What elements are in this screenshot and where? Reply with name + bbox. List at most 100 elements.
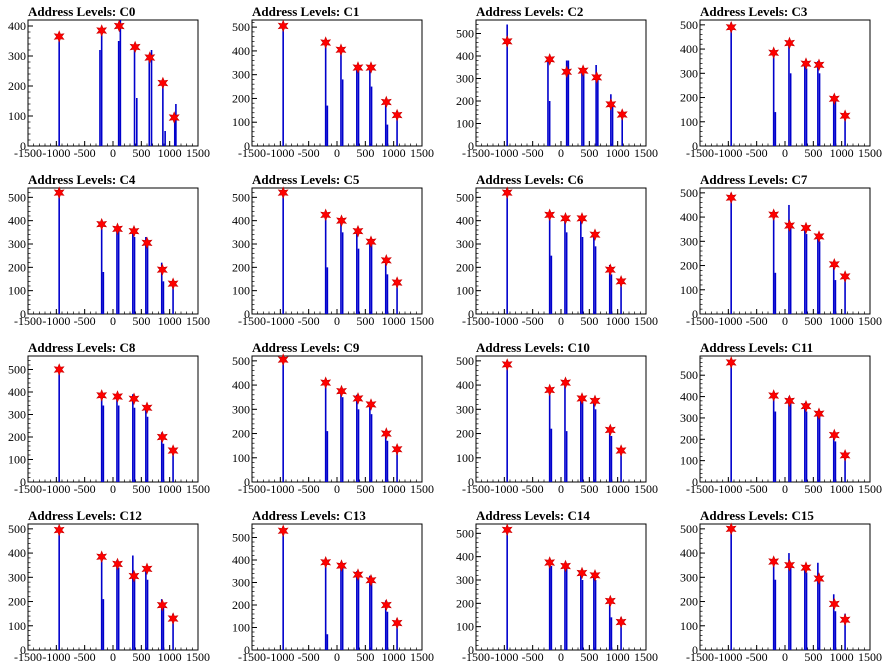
- y-tick-label: 400: [232, 214, 250, 228]
- peak-marker: [784, 558, 796, 572]
- peak-marker: [141, 401, 153, 415]
- y-tick-label: 200: [456, 260, 474, 274]
- x-tick-label: -1500: [14, 482, 42, 496]
- peak-marker: [141, 236, 153, 250]
- x-tick-label: 0: [334, 146, 340, 160]
- peak-marker: [576, 211, 588, 225]
- x-tick-label: 1000: [606, 146, 630, 160]
- peak-marker: [144, 51, 156, 64]
- peak-marker: [156, 430, 168, 444]
- peak-marker: [544, 208, 556, 222]
- peak-marker: [167, 277, 179, 291]
- peak-marker: [813, 572, 825, 585]
- x-tick-label: 1500: [858, 146, 882, 160]
- peak-marker: [352, 224, 364, 238]
- peak-marker: [156, 598, 168, 612]
- chart-title: Address Levels: C8: [28, 340, 136, 355]
- peak-marker: [784, 36, 796, 50]
- x-tick-label: 1000: [830, 650, 854, 664]
- x-tick-label: -1500: [238, 314, 266, 328]
- peak-marker: [320, 376, 332, 390]
- peak-marker: [167, 444, 179, 457]
- y-tick-label: 100: [8, 109, 26, 123]
- chart-panel-c10: Address Levels: C10 0 100 200 300 400 500 -1500…: [448, 336, 672, 504]
- peak-marker: [53, 363, 65, 376]
- peak-marker: [157, 76, 169, 90]
- peak-marker: [53, 186, 65, 200]
- chart-svg: Address Levels: C40100200300400500-1500-…: [8, 172, 210, 328]
- x-tick-label: -1500: [462, 650, 490, 664]
- chart-svg: Address Levels: C30100200300400500-1500-…: [680, 4, 882, 160]
- x-tick-label: -1000: [714, 146, 742, 160]
- chart-title: Address Levels: C6: [476, 172, 584, 187]
- y-tick-label: 100: [680, 115, 698, 129]
- peak-marker: [839, 613, 851, 626]
- peak-marker: [391, 616, 403, 630]
- peak-marker: [813, 58, 825, 72]
- chart-svg: Address Levels: C14 0 100 200 300 400 500 -1500…: [456, 508, 658, 664]
- peak-marker: [828, 428, 840, 442]
- x-tick-label: -1000: [266, 482, 294, 496]
- chart-svg: Address Levels: C80100200300400500-1500-…: [8, 340, 210, 496]
- y-tick-label: 200: [8, 430, 26, 444]
- y-tick-label: 500: [456, 27, 474, 41]
- chart-title: Address Levels: C10: [476, 340, 590, 355]
- chart-title: Address Levels: C0: [28, 4, 135, 19]
- peak-marker: [591, 71, 603, 84]
- x-tick-label: -500: [74, 650, 96, 664]
- y-tick-label: 300: [456, 72, 474, 86]
- y-tick-label: 200: [456, 596, 474, 610]
- peak-marker: [112, 557, 124, 571]
- x-tick-label: 1500: [858, 482, 882, 496]
- peak-marker: [391, 276, 403, 289]
- x-tick-label: 1000: [382, 482, 406, 496]
- chart-svg: Address Levels: C60100200300400500-1500-…: [456, 172, 658, 328]
- y-tick-label: 300: [8, 408, 26, 422]
- y-tick-label: 0: [244, 139, 250, 153]
- x-tick-label: -1000: [266, 314, 294, 328]
- y-tick-label: 200: [232, 427, 250, 441]
- peak-marker: [828, 257, 840, 271]
- x-tick-label: -1500: [462, 314, 490, 328]
- x-tick-label: 1500: [634, 650, 658, 664]
- y-tick-label: 500: [232, 354, 250, 368]
- peak-marker: [96, 217, 108, 231]
- chart-panel-c7: Address Levels: C7 0 100 200 300 400 500 -1500-…: [672, 168, 896, 336]
- x-tick-label: -500: [74, 314, 96, 328]
- peak-marker: [813, 230, 825, 243]
- peak-marker: [380, 95, 392, 109]
- peak-marker: [128, 569, 140, 583]
- peak-marker: [544, 556, 556, 569]
- chart-svg: Address Levels: C10 0 100 200 300 400 500 -1500…: [456, 340, 658, 496]
- peak-marker: [576, 392, 588, 405]
- chart-svg: Address Levels: C13 0 100 200 300 400 500 -1500…: [232, 508, 434, 664]
- x-tick-label: -1000: [42, 314, 70, 328]
- peak-marker: [365, 61, 377, 74]
- x-tick-label: 0: [782, 650, 788, 664]
- peak-marker: [352, 568, 364, 581]
- peak-marker: [589, 228, 601, 242]
- peak-marker: [725, 522, 737, 536]
- plot-frame: [475, 19, 647, 147]
- y-tick-label: 500: [680, 186, 698, 200]
- peak-marker: [768, 389, 780, 402]
- peak-marker: [391, 443, 403, 456]
- y-tick-label: 0: [692, 643, 698, 657]
- x-tick-label: -1000: [42, 482, 70, 496]
- y-tick-label: 100: [456, 117, 474, 131]
- y-tick-label: 0: [468, 475, 474, 489]
- x-tick-label: 0: [558, 650, 564, 664]
- chart-title: Address Levels: C2: [476, 4, 583, 19]
- chart-panel-c6: Address Levels: C6 0 100 200 300 400 500 -1500-…: [448, 168, 672, 336]
- x-tick-label: -1500: [686, 314, 714, 328]
- x-tick-label: -500: [522, 650, 544, 664]
- peak-marker: [784, 219, 796, 232]
- x-tick-label: -1000: [714, 314, 742, 328]
- y-tick-label: 500: [456, 526, 474, 540]
- peak-marker: [604, 263, 616, 277]
- peak-marker: [335, 43, 347, 56]
- y-tick-label: 100: [232, 115, 250, 129]
- y-tick-label: 300: [8, 49, 26, 63]
- x-tick-label: -1000: [266, 146, 294, 160]
- x-tick-label: -1000: [490, 314, 518, 328]
